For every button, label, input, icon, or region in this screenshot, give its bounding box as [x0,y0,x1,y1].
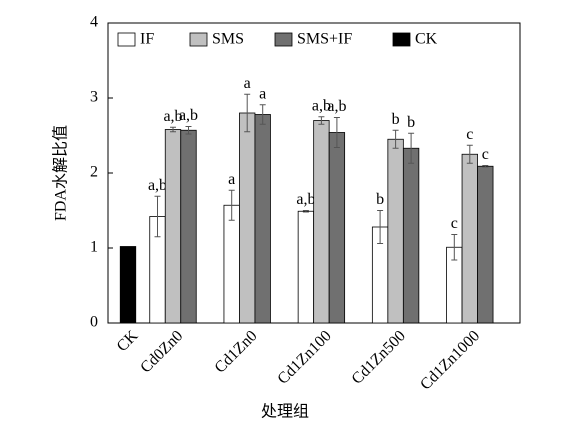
error-bar [318,116,325,125]
significance-label: a,b [312,97,331,114]
bar [402,147,420,324]
y-axis-label: FDA水解比值 [52,125,70,221]
significance-label: a [259,85,266,102]
y-tick-label: 4 [90,14,98,31]
significance-label: a,b [296,191,315,208]
error-bar [408,132,415,164]
significance-label: c [451,215,458,232]
significance-label: a,b [327,98,346,115]
error-bar [333,117,340,148]
legend-label: SMS+IF [297,31,352,48]
significance-label: a,b [163,108,182,125]
x-tick-label: Cd1Zn100 [274,327,334,387]
bar [477,165,494,324]
legend-swatch [189,32,208,47]
error-bar [392,129,399,149]
error-bar [154,195,161,238]
bar [119,246,137,324]
error-bar [170,126,176,133]
significance-label: a [244,75,251,92]
legend-label: SMS [212,31,244,48]
bar [313,120,330,324]
y-tick-label: 2 [90,164,98,181]
y-tick-label: 1 [90,239,98,256]
bar [387,138,404,324]
legend-swatch [274,32,293,47]
bar [239,112,256,324]
error-bar [377,210,384,244]
error-bar [482,165,489,168]
significance-label: a [228,171,235,188]
error-bar [302,210,309,213]
error-bar [185,126,192,135]
bar [461,153,478,324]
bar [297,210,315,324]
significance-label: b [376,191,384,208]
bar [223,204,240,324]
legend-label: CK [415,31,438,48]
legend-swatch [117,32,136,47]
error-bar [244,93,251,133]
significance-label: a,b [148,177,167,194]
y-tick-label: 0 [90,314,98,331]
bar [254,114,271,324]
significance-label: b [392,111,400,128]
bar [164,129,182,324]
significance-label: c [482,146,489,163]
significance-label: c [466,126,473,143]
error-bar [228,189,235,221]
bar [328,132,346,324]
x-tick-label: Cd1Zn0 [212,327,261,376]
error-bar [451,234,458,261]
error-bar [259,104,266,125]
x-tick-label: CK [114,327,142,355]
y-tick-label: 3 [90,89,98,106]
significance-label: a,b [179,107,198,124]
legend-label: IF [140,31,154,48]
x-tick-label: Cd0Zn0 [137,327,186,376]
x-tick-label: Cd1Zn500 [349,327,409,387]
bar [180,129,197,324]
significance-label: b [407,114,415,131]
x-axis-label: 处理组 [261,403,309,421]
legend-swatch [392,32,411,47]
x-tick-label: Cd1Zn1000 [417,327,483,393]
error-bar [466,144,473,164]
